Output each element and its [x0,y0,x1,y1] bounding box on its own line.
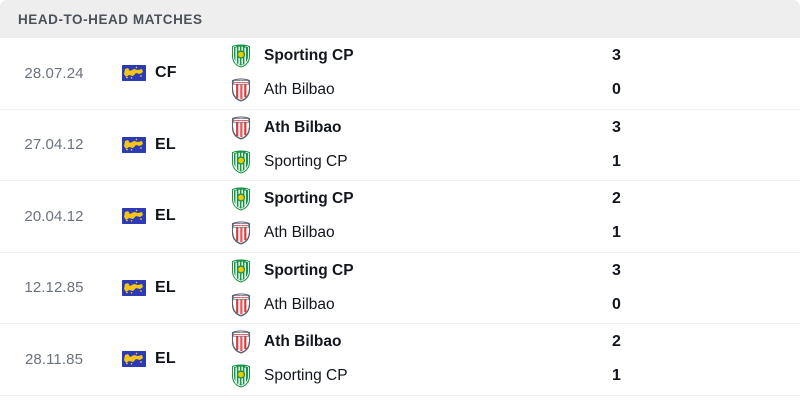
table-row[interactable]: 27.04.12 EL Ath Bilbao Sporting CP 3 1 [0,109,800,181]
sporting-cp-crest-icon [230,150,252,174]
home-team-row[interactable]: Ath Bilbao [230,330,570,354]
away-team-name: Ath Bilbao [264,295,335,313]
home-team-name: Ath Bilbao [264,118,342,136]
away-team-row[interactable]: Ath Bilbao [230,221,570,245]
competition-cell: EL [108,350,216,368]
match-date: 28.07.24 [24,64,84,82]
europe-flag-icon [122,208,146,225]
away-team-name: Sporting CP [264,367,348,385]
home-score: 2 [612,333,621,351]
competition-cell: EL [108,279,216,297]
teams-cell: Sporting CP Ath Bilbao [216,44,570,102]
home-score: 3 [612,261,621,279]
away-team-row[interactable]: Ath Bilbao [230,293,570,317]
home-team-name: Sporting CP [264,261,354,279]
away-score: 0 [612,81,621,99]
teams-cell: Sporting CP Ath Bilbao [216,259,570,317]
competition-cell: EL [108,207,216,225]
europe-flag-icon [122,279,146,296]
away-score: 0 [612,295,621,313]
away-score: 1 [612,152,621,170]
away-score: 1 [612,367,621,385]
table-row[interactable]: 28.07.24 CF Sporting CP Ath Bilbao 3 0 [0,38,800,110]
europe-flag-icon [122,351,146,368]
competition-label: EL [155,278,176,296]
home-score: 2 [612,190,621,208]
table-row[interactable]: 20.04.12 EL Sporting CP Ath Bilbao 2 1 [0,181,800,253]
match-date: 12.12.85 [24,279,84,297]
match-date: 27.04.12 [24,136,84,154]
sporting-cp-crest-icon [230,259,252,283]
match-date: 20.04.12 [24,207,84,225]
page-title: HEAD-TO-HEAD MATCHES [18,11,203,27]
away-score: 1 [612,224,621,242]
away-team-row[interactable]: Sporting CP [230,150,570,174]
competition-label: EL [155,350,176,368]
home-team-row[interactable]: Sporting CP [230,259,570,283]
match-date: 28.11.85 [24,350,84,368]
home-score: 3 [612,118,621,136]
competition-cell: CF [108,64,216,82]
competition-label: EL [155,135,176,153]
home-team-row[interactable]: Sporting CP [230,44,570,68]
sporting-cp-crest-icon [230,187,252,211]
europe-flag-icon [122,65,146,82]
away-team-name: Ath Bilbao [264,81,335,99]
teams-cell: Ath Bilbao Sporting CP [216,330,570,388]
competition-label: CF [155,64,177,82]
table-row[interactable]: 12.12.85 EL Sporting CP Ath Bilbao 3 0 [0,252,800,324]
home-score: 3 [612,47,621,65]
home-team-row[interactable]: Sporting CP [230,187,570,211]
teams-cell: Ath Bilbao Sporting CP [216,116,570,174]
teams-cell: Sporting CP Ath Bilbao [216,187,570,245]
sporting-cp-crest-icon [230,364,252,388]
competition-label: EL [155,207,176,225]
away-team-row[interactable]: Sporting CP [230,364,570,388]
panel-header: HEAD-TO-HEAD MATCHES [0,0,800,38]
europe-flag-icon [122,136,146,153]
athletic-bilbao-crest-icon [230,116,252,140]
away-team-name: Ath Bilbao [264,224,335,242]
home-team-name: Sporting CP [264,47,354,65]
table-row[interactable]: 28.11.85 EL Ath Bilbao Sporting CP 2 1 [0,324,800,396]
competition-cell: EL [108,136,216,154]
athletic-bilbao-crest-icon [230,330,252,354]
away-team-name: Sporting CP [264,152,348,170]
away-team-row[interactable]: Ath Bilbao [230,78,570,102]
athletic-bilbao-crest-icon [230,221,252,245]
home-team-name: Ath Bilbao [264,333,342,351]
athletic-bilbao-crest-icon [230,293,252,317]
sporting-cp-crest-icon [230,44,252,68]
home-team-row[interactable]: Ath Bilbao [230,116,570,140]
home-team-name: Sporting CP [264,190,354,208]
athletic-bilbao-crest-icon [230,78,252,102]
match-list: 28.07.24 CF Sporting CP Ath Bilbao 3 0 27.04.1… [0,38,800,400]
